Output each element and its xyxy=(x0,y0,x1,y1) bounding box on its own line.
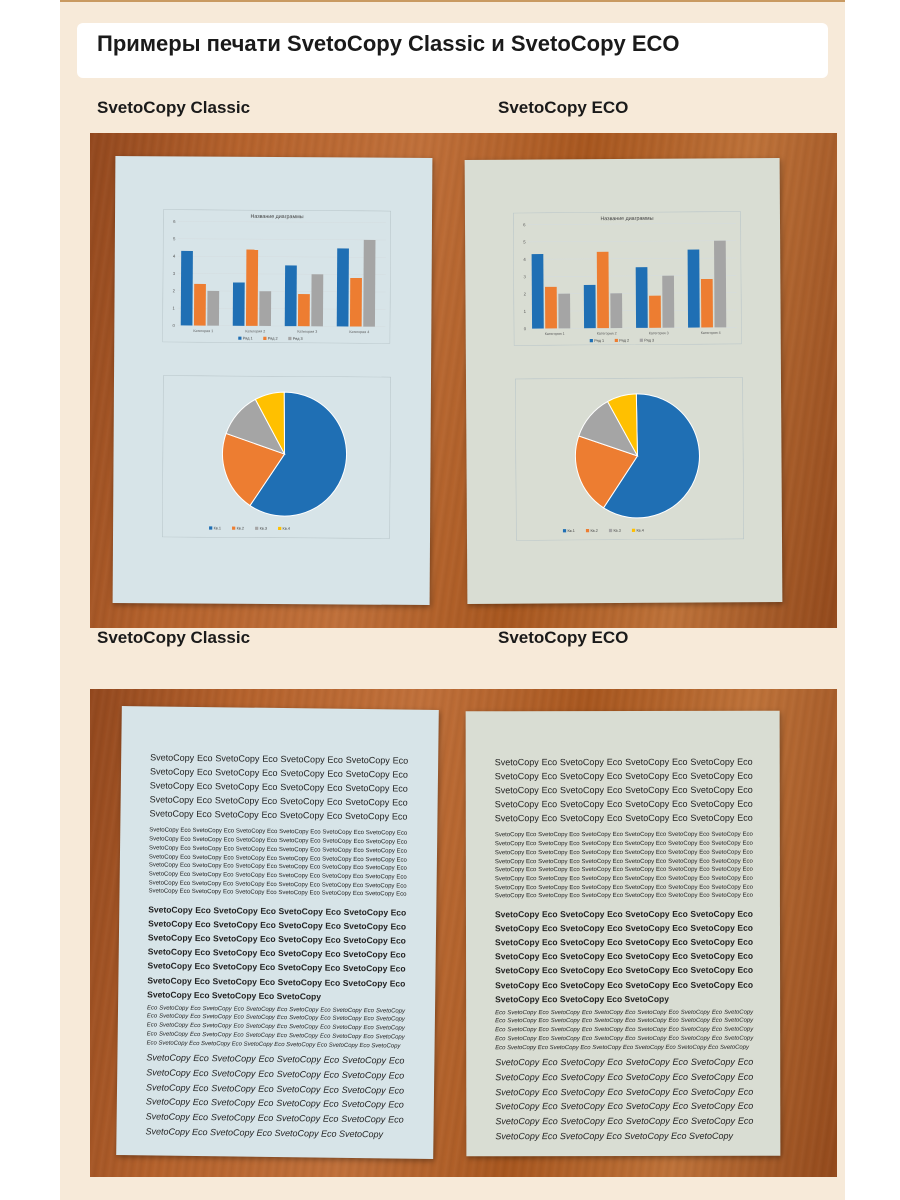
svg-text:Ряд 3: Ряд 3 xyxy=(644,339,654,343)
svg-text:1: 1 xyxy=(524,309,527,314)
svg-text:5: 5 xyxy=(523,240,526,245)
svg-text:1: 1 xyxy=(173,306,176,311)
svg-text:Кв.4: Кв.4 xyxy=(283,527,290,531)
svg-text:6: 6 xyxy=(173,219,176,224)
svg-text:Категория 4: Категория 4 xyxy=(701,331,721,335)
svg-text:Категория 2: Категория 2 xyxy=(597,332,617,336)
svg-text:Кв.1: Кв.1 xyxy=(567,529,574,533)
svg-text:Категория 3: Категория 3 xyxy=(649,331,669,335)
svg-text:0: 0 xyxy=(524,326,527,331)
svg-text:6: 6 xyxy=(523,222,526,227)
svg-text:Категория 1: Категория 1 xyxy=(545,332,565,336)
svg-text:Кв.3: Кв.3 xyxy=(613,529,620,533)
svg-text:Кв.3: Кв.3 xyxy=(260,527,267,531)
svg-text:Ряд 3: Ряд 3 xyxy=(293,337,303,341)
svg-text:Категория 1: Категория 1 xyxy=(193,329,213,333)
svg-text:5: 5 xyxy=(173,236,176,241)
svg-text:Кв.2: Кв.2 xyxy=(237,526,244,530)
svg-text:Ряд 1: Ряд 1 xyxy=(594,339,604,343)
svg-text:Ряд 2: Ряд 2 xyxy=(619,339,629,343)
svg-text:Название диаграммы: Название диаграммы xyxy=(600,216,653,222)
svg-text:3: 3 xyxy=(173,271,176,276)
svg-text:2: 2 xyxy=(524,292,527,297)
svg-text:4: 4 xyxy=(523,257,526,262)
svg-text:Ряд 2: Ряд 2 xyxy=(268,337,278,341)
svg-text:3: 3 xyxy=(523,274,526,279)
svg-text:Кв.2: Кв.2 xyxy=(590,529,597,533)
svg-text:Название диаграммы: Название диаграммы xyxy=(250,214,303,220)
svg-text:2: 2 xyxy=(173,288,176,293)
svg-text:Кв.1: Кв.1 xyxy=(214,526,221,530)
svg-text:Кв.4: Кв.4 xyxy=(636,529,643,533)
svg-text:Категория 4: Категория 4 xyxy=(349,330,369,334)
svg-text:Категория 2: Категория 2 xyxy=(245,329,265,333)
svg-text:4: 4 xyxy=(173,254,176,259)
svg-text:Категория 3: Категория 3 xyxy=(297,330,317,334)
svg-text:0: 0 xyxy=(172,323,175,328)
svg-text:Ряд 1: Ряд 1 xyxy=(243,337,253,341)
